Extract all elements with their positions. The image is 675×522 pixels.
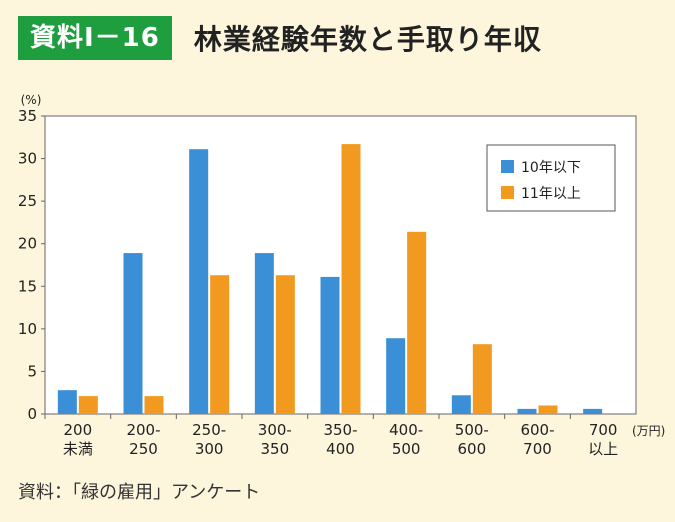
legend-swatch-1 — [501, 160, 514, 173]
legend-swatch-2 — [501, 186, 514, 199]
x-tick-label-8-line1: 700 — [589, 421, 618, 439]
x-axis-unit: (万円) — [632, 424, 665, 438]
x-tick-label-0-line1: 200 — [64, 421, 93, 439]
x-tick-label-5-line2: 500 — [392, 440, 421, 458]
y-tick-label-25: 25 — [18, 192, 37, 210]
x-tick-label-1-line1: 200- — [126, 421, 160, 439]
x-tick-label-7-line2: 700 — [523, 440, 552, 458]
x-tick-label-5-line1: 400- — [389, 421, 423, 439]
legend-label-1: 10年以下 — [521, 160, 581, 176]
chart-title: 林業経験年数と手取り年収 — [193, 23, 542, 56]
x-tick-label-2-line1: 250- — [192, 421, 226, 439]
bar-s2-7 — [538, 405, 558, 414]
x-tick-label-0-line2: 未満 — [63, 440, 93, 458]
x-tick-label-6-line1: 500- — [455, 421, 489, 439]
y-tick-label-10: 10 — [18, 320, 37, 338]
bar-s1-0 — [57, 390, 77, 414]
bar-s2-4 — [341, 144, 361, 414]
bar-s1-8 — [583, 408, 603, 414]
bar-s2-0 — [78, 396, 98, 414]
bar-s2-5 — [407, 231, 427, 414]
x-tick-label-2-line2: 300 — [195, 440, 224, 458]
bar-s1-3 — [254, 253, 274, 414]
figure-number-badge: 資料Ⅰ－16 — [18, 16, 172, 60]
figure-header: 資料Ⅰ－16 林業経験年数と手取り年収 — [18, 16, 542, 60]
legend-label-2: 11年以上 — [521, 186, 581, 202]
y-tick-label-15: 15 — [18, 277, 37, 295]
x-tick-label-3-line2: 350 — [261, 440, 290, 458]
bar-s1-6 — [451, 395, 471, 414]
x-tick-label-1-line2: 250 — [129, 440, 158, 458]
y-tick-label-5: 5 — [27, 362, 37, 380]
bar-s1-4 — [320, 276, 340, 414]
bar-s1-2 — [189, 149, 209, 414]
source-note: 資料：「緑の雇用」アンケート — [18, 482, 261, 503]
bar-s1-5 — [386, 338, 406, 414]
y-tick-label-0: 0 — [27, 405, 37, 423]
y-tick-label-30: 30 — [18, 150, 37, 168]
bar-s2-1 — [144, 396, 164, 414]
x-tick-label-3-line1: 300- — [258, 421, 292, 439]
bar-s2-3 — [275, 275, 295, 414]
bar-s2-2 — [210, 275, 230, 414]
y-tick-label-20: 20 — [18, 235, 37, 253]
bar-s1-7 — [517, 408, 537, 414]
y-axis-unit: (%) — [21, 93, 42, 107]
y-tick-label-35: 35 — [18, 107, 37, 125]
x-tick-label-8-line2: 以上 — [588, 440, 618, 458]
bar-s1-1 — [123, 253, 143, 414]
x-tick-label-6-line2: 600 — [458, 440, 487, 458]
x-tick-label-4-line1: 350- — [323, 421, 357, 439]
x-tick-label-4-line2: 400 — [326, 440, 355, 458]
legend-box — [486, 144, 616, 212]
x-tick-label-7-line1: 600- — [520, 421, 554, 439]
bar-s2-6 — [472, 344, 492, 414]
